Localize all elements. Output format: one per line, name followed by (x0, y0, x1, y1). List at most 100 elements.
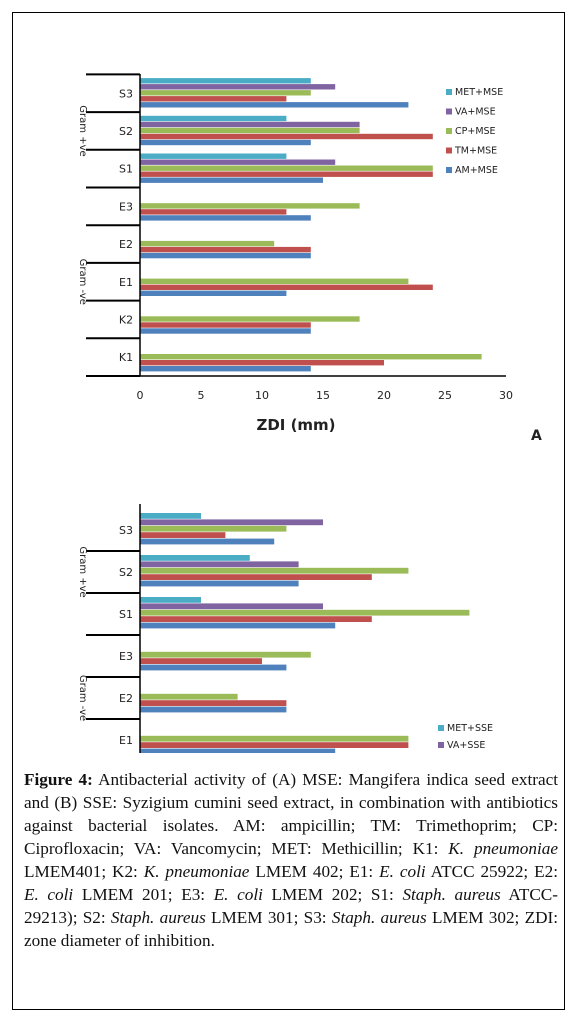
category-label: S3 (119, 87, 133, 100)
legend-swatch (438, 725, 444, 731)
category-label: K2 (119, 313, 133, 326)
bar-amsse-s3 (140, 538, 275, 545)
bar-cpmse-e3 (140, 203, 360, 209)
bar-cpmse-k1 (140, 354, 482, 360)
caption-text: Antibacterial activity of (A) MSE: Mangi… (24, 770, 558, 858)
bar-vamse-s3 (140, 84, 336, 90)
bar-cpmse-k2 (140, 316, 360, 322)
bar-ammse-e1 (140, 290, 287, 296)
chart-b-cat-labels: E1 E2 E3 S1 S2 S3 (86, 524, 140, 747)
caption-text: ATCC-29213); S2: (24, 885, 558, 927)
bar-cpmse-e2 (140, 240, 275, 247)
bar-ammse-e2 (140, 252, 311, 259)
bar-amsse-s2 (140, 580, 299, 587)
bar-ammse-k2 (140, 328, 311, 334)
bar-amsse-e1 (140, 748, 336, 753)
category-label: E1 (119, 276, 133, 289)
caption-body: Antibacterial activity of (A) MSE: Mangi… (24, 770, 558, 950)
x-tick-label: 5 (198, 389, 205, 402)
legend-swatch (446, 147, 452, 154)
legend-swatch (438, 742, 444, 748)
category-label: E3 (119, 200, 133, 213)
bar-vamse-s1 (140, 159, 336, 165)
bar-cpsse-e2 (140, 693, 238, 700)
bar-tmsse-e2 (140, 700, 287, 706)
category-label: S1 (119, 608, 133, 621)
bar-tmmse-e1 (140, 284, 433, 290)
legend-label: TM+MSE (454, 146, 497, 157)
bar-cpmse-e1 (140, 278, 409, 284)
category-label: E2 (119, 238, 133, 251)
bar-ammse-s1 (140, 177, 323, 183)
species-name: K. pneumoniae (143, 862, 250, 881)
group-label: Gram +ve (77, 105, 88, 156)
bar-metsse-s1 (140, 597, 201, 603)
bar-metmse-s2 (140, 115, 287, 122)
bar-tmsse-s2 (140, 574, 372, 580)
group-label: Gram -ve (77, 259, 88, 305)
chart-b-group-labels: Gram -ve Gram +ve (77, 546, 88, 721)
species-name: Staph. aureus (110, 908, 206, 927)
bar-tmsse-s3 (140, 532, 226, 538)
legend-label: MET+SSE (447, 723, 493, 734)
bar-tmmse-e2 (140, 246, 311, 253)
category-label: K1 (119, 351, 133, 364)
legend-swatch (446, 128, 452, 134)
bar-cpmse-s3 (140, 90, 311, 96)
bar-vasse-s1 (140, 603, 323, 610)
legend-swatch (446, 89, 452, 95)
bar-metsse-s2 (140, 555, 250, 561)
category-label: E3 (119, 650, 133, 663)
species-name: E. coli (213, 885, 263, 904)
x-tick-label: 30 (499, 389, 513, 402)
bar-metsse-s3 (140, 513, 201, 519)
bar-amsse-e3 (140, 664, 287, 671)
bar-amsse-e2 (140, 706, 287, 713)
bar-vasse-s2 (140, 561, 299, 568)
bar-tmsse-s1 (140, 616, 372, 622)
bar-tmmse-k2 (140, 322, 311, 328)
bar-tmmse-e3 (140, 209, 287, 215)
bar-amsse-s1 (140, 622, 336, 629)
bar-ammse-e3 (140, 215, 311, 221)
bar-cpsse-s2 (140, 567, 409, 574)
bar-ammse-s2 (140, 139, 311, 146)
x-tick-label: 25 (438, 389, 452, 402)
caption-text: LMEM 301; S3: (205, 908, 332, 927)
category-label: S1 (119, 163, 133, 176)
caption-text: ATCC 25922; E2: (425, 862, 558, 881)
category-label: E1 (119, 734, 133, 747)
chart-b-bars (140, 513, 470, 753)
bar-cpsse-s1 (140, 609, 470, 616)
chart-a-bars (140, 78, 482, 372)
chart-a-xticks: 0 5 10 15 20 25 30 (137, 389, 514, 402)
caption-text: LMEM 202; S1: (262, 885, 403, 904)
species-name: K. pneumoniae (448, 839, 558, 858)
bar-tmsse-e1 (140, 742, 409, 748)
bar-metmse-s3 (140, 78, 311, 84)
figure-frame (12, 12, 565, 1010)
category-label: S2 (119, 125, 133, 138)
caption-text: LMEM 302; ZDI: zone diameter of inhibiti… (24, 908, 558, 950)
x-tick-label: 10 (255, 389, 269, 402)
legend-label: MET+MSE (455, 87, 503, 98)
figure-caption: Figure 4: Antibacterial activity of (A) … (24, 768, 558, 952)
chart-a: K1 K2 E1 E2 E3 S1 S2 S3 Gram -ve Gram +ve 0 5 10 15… (77, 73, 542, 444)
legend-label: AM+MSE (455, 165, 498, 176)
bar-ammse-k1 (140, 366, 311, 372)
legend-label: CP+MSE (455, 126, 496, 137)
group-label: Gram +ve (77, 546, 88, 597)
chart-a-xlabel: ZDI (mm) (256, 416, 335, 434)
chart-a-group-labels: Gram -ve Gram +ve (77, 105, 88, 305)
bar-vasse-s3 (140, 519, 323, 526)
bar-tmmse-s3 (140, 96, 287, 102)
bar-vamse-s2 (140, 121, 360, 128)
bar-tmmse-s2 (140, 133, 433, 140)
caption-text: LMEM401; K2: (24, 862, 144, 881)
legend-label: VA+SSE (447, 740, 485, 751)
category-label: E2 (119, 692, 133, 705)
x-tick-label: 20 (377, 389, 391, 402)
legend-label: VA+MSE (455, 107, 496, 118)
chart-a-cat-labels: K1 K2 E1 E2 E3 S1 S2 S3 (86, 73, 140, 377)
